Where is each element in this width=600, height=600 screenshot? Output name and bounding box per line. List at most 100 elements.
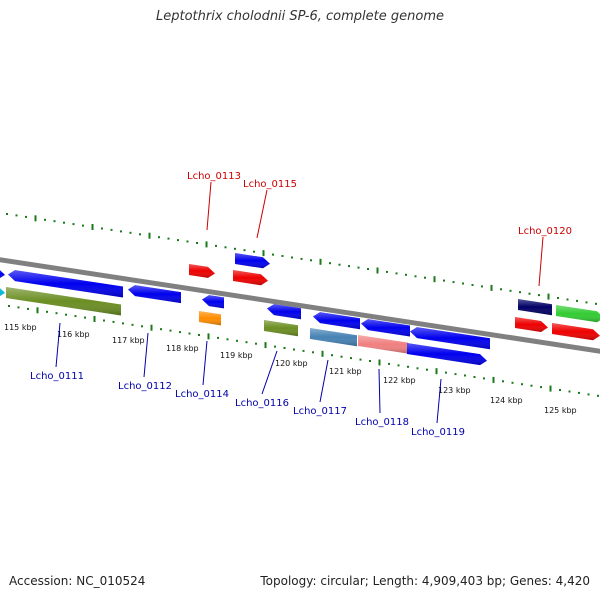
inner-tick [46, 310, 48, 313]
inner-tick [568, 390, 571, 393]
inner-tick [150, 324, 153, 331]
inner-tick [473, 376, 476, 378]
outer-tick [148, 232, 151, 239]
gene-feature-red-shade [233, 270, 268, 286]
outer-tick [319, 258, 322, 265]
gene-feature-blue-shade [407, 343, 487, 366]
outer-tick [557, 297, 559, 299]
inner-tick [36, 307, 39, 314]
gene-feature-blue-shade [8, 270, 123, 298]
gene-label: Lcho_0116 [235, 398, 289, 409]
map-title: Leptothrix cholodnii SP-6, complete geno… [156, 9, 444, 24]
inner-tick [27, 307, 29, 310]
inner-tick [587, 393, 590, 396]
gene-feature-blue-shade [128, 285, 181, 304]
gene-feature-blue-shade [361, 319, 410, 337]
gene-feature-green-shade [556, 305, 600, 323]
inner-tick [283, 347, 286, 349]
outer-tick [300, 257, 303, 260]
outer-tick [452, 281, 455, 284]
gene-label: Lcho_0119 [411, 427, 465, 438]
gene-feature-red-shade [515, 317, 548, 332]
scale-label: 122 kbp [383, 376, 416, 385]
inner-tick [302, 349, 305, 352]
inner-tick [264, 342, 267, 349]
inner-tick-track [8, 305, 599, 397]
label-leader-line [55, 322, 61, 368]
inner-tick [217, 336, 219, 339]
label-leader-line [319, 359, 329, 403]
outer-tick [215, 244, 217, 247]
outer-tick [205, 241, 208, 248]
outer-tick [595, 302, 597, 305]
outer-tick [462, 282, 464, 285]
inner-tick [274, 345, 276, 348]
gene-label: Lcho_0118 [355, 417, 409, 428]
outer-tick [72, 223, 75, 226]
inner-tick [160, 328, 162, 331]
inner-tick [350, 357, 352, 360]
outer-tick [272, 253, 274, 256]
inner-tick [188, 332, 191, 335]
outer-tick [44, 218, 46, 221]
inner-tick [445, 371, 447, 374]
inner-tick [359, 358, 362, 361]
inner-tick [483, 377, 485, 380]
gene-feature-salmon-shade [358, 335, 408, 354]
outer-tick [376, 267, 379, 274]
label-leader-line [261, 350, 278, 395]
outer-tick [509, 289, 512, 292]
outer-tick [167, 237, 170, 240]
outer-tick [82, 224, 84, 227]
inner-tick [312, 351, 314, 354]
inner-tick [416, 367, 419, 370]
gene-feature-blue-shade [202, 295, 224, 309]
inner-tick [207, 333, 210, 340]
inner-tick [502, 380, 504, 383]
gene-feature-blue-shade [313, 312, 360, 330]
outer-tick [405, 273, 407, 276]
gene-label: Lcho_0115 [243, 179, 297, 190]
label-leader-line [378, 368, 381, 414]
gene-feature-blue-shade [0, 270, 5, 279]
inner-tick [198, 334, 200, 336]
gene-feature-cyan-shade [0, 288, 5, 297]
inner-tick [597, 394, 599, 397]
scale-label: 120 kbp [275, 359, 308, 368]
outer-tick [500, 288, 502, 291]
outer-tick [234, 247, 236, 250]
inner-tick [321, 350, 324, 357]
gene-feature-navy-shade [518, 299, 552, 316]
outer-tick [91, 224, 94, 230]
outer-tick [186, 240, 189, 243]
gene-feature-olive-shade [264, 320, 298, 337]
inner-tick [378, 359, 381, 366]
inner-tick [540, 386, 542, 389]
outer-tick [481, 285, 483, 288]
inner-tick [454, 373, 457, 376]
scale-label: 124 kbp [490, 396, 523, 405]
inner-tick [55, 312, 58, 315]
label-leader-line [436, 378, 442, 424]
inner-tick [65, 313, 67, 316]
inner-tick [407, 365, 409, 368]
inner-tick [245, 341, 248, 344]
label-leader-line [256, 189, 268, 239]
scale-label: 118 kbp [166, 344, 199, 353]
inner-tick [179, 331, 181, 334]
scale-label: 119 kbp [220, 351, 253, 360]
scale-label: 121 kbp [329, 367, 362, 376]
scale-label: 117 kbp [112, 336, 145, 345]
inner-tick [388, 362, 390, 365]
gene-label: Lcho_0113 [187, 171, 241, 182]
scale-label: 125 kbp [544, 406, 577, 415]
outer-tick [139, 233, 141, 236]
inner-tick [112, 320, 115, 323]
scale-label: 123 kbp [438, 386, 471, 395]
gene-features [0, 253, 600, 366]
outer-tick [243, 249, 246, 252]
inner-tick [331, 354, 333, 357]
outer-tick [585, 301, 588, 304]
outer-tick [566, 298, 569, 301]
outer-tick [528, 292, 531, 295]
